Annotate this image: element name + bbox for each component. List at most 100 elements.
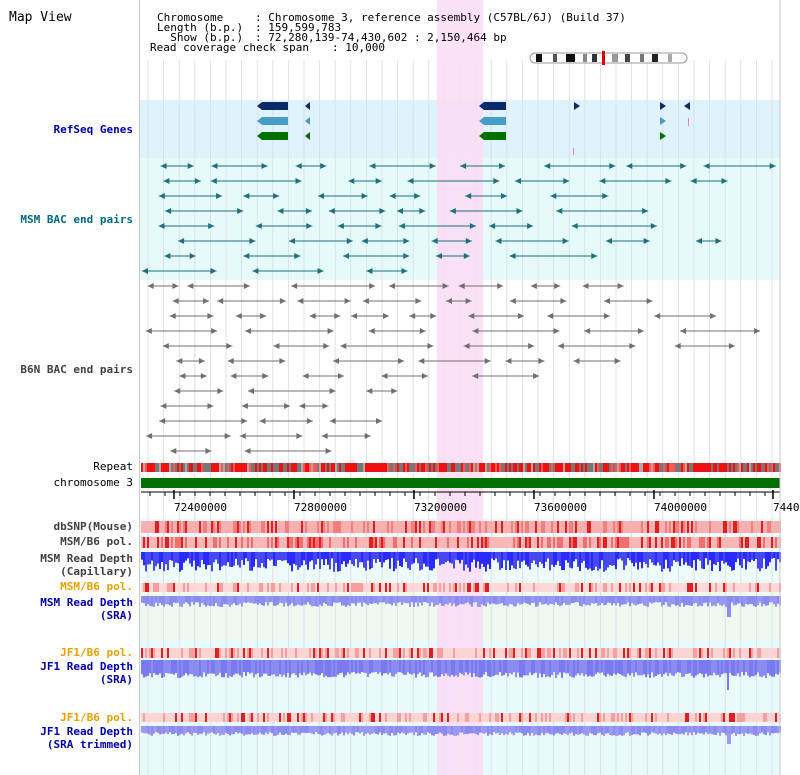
repeat-segment bbox=[747, 463, 749, 472]
pol-cell bbox=[203, 537, 205, 548]
depth-bar bbox=[735, 660, 737, 676]
pol-cell bbox=[613, 537, 615, 548]
pol-cell bbox=[423, 713, 425, 722]
depth-bar bbox=[671, 552, 673, 567]
pol-cell bbox=[547, 648, 549, 658]
pol-cell bbox=[675, 648, 677, 658]
depth-bar bbox=[741, 660, 743, 673]
depth-bar bbox=[355, 660, 357, 674]
pol-cell bbox=[229, 583, 231, 592]
depth-bar bbox=[591, 552, 593, 571]
track-label-msm-b6-pol-1[interactable]: MSM/B6 pol. bbox=[60, 535, 133, 548]
msm-b6-pol-heatmap-1 bbox=[141, 537, 781, 548]
depth-bar bbox=[429, 596, 431, 607]
bac-end-marker bbox=[361, 238, 368, 244]
depth-bar bbox=[169, 596, 171, 606]
pol-cell bbox=[657, 713, 659, 722]
pol-cell bbox=[347, 537, 349, 548]
depth-bar bbox=[489, 660, 491, 677]
track-label-jf1-read-depth-sra[interactable]: JF1 Read Depth bbox=[40, 660, 133, 673]
depth-bar bbox=[405, 726, 407, 735]
depth-bar bbox=[409, 552, 411, 570]
pol-cell bbox=[231, 537, 233, 548]
depth-bar bbox=[259, 552, 261, 568]
pol-cell bbox=[599, 521, 601, 533]
repeat-segment bbox=[151, 463, 153, 472]
pol-cell bbox=[551, 521, 553, 533]
pol-cell bbox=[465, 583, 467, 592]
depth-bar bbox=[497, 596, 499, 605]
pol-cell bbox=[649, 713, 651, 722]
track-label-jf1-read-depth-trimmed[interactable]: JF1 Read Depth bbox=[40, 725, 133, 738]
depth-bar bbox=[715, 660, 717, 676]
track-label-jf1-b6-pol-1[interactable]: JF1/B6 pol. bbox=[60, 646, 133, 659]
bac-end-marker bbox=[217, 298, 224, 304]
pol-cell bbox=[143, 713, 145, 722]
pol-cell bbox=[277, 713, 279, 722]
pol-cell bbox=[183, 537, 185, 548]
track-label-msm-b6-pol-2[interactable]: MSM/B6 pol. bbox=[60, 580, 133, 593]
depth-bar bbox=[609, 660, 611, 676]
pol-cell bbox=[157, 521, 159, 533]
refseq-gene-arrow bbox=[257, 102, 262, 110]
pol-cell bbox=[715, 521, 717, 533]
repeat-segment bbox=[749, 463, 751, 472]
pol-cell bbox=[477, 648, 479, 658]
repeat-segment bbox=[193, 463, 195, 472]
depth-bar bbox=[771, 596, 773, 603]
repeat-segment bbox=[731, 463, 733, 472]
pol-cell bbox=[689, 521, 691, 533]
depth-bar bbox=[403, 596, 405, 603]
track-label-msm-read-depth-sra[interactable]: MSM Read Depth bbox=[40, 596, 133, 609]
depth-bar bbox=[621, 552, 623, 561]
track-label-msm-read-depth-capillary[interactable]: MSM Read Depth bbox=[40, 552, 133, 565]
depth-bar bbox=[267, 660, 269, 676]
pol-cell bbox=[245, 648, 247, 658]
pol-cell bbox=[237, 713, 239, 722]
depth-bar bbox=[221, 552, 223, 567]
pol-cell bbox=[361, 521, 363, 533]
depth-bar bbox=[717, 660, 719, 675]
pol-cell bbox=[189, 583, 191, 592]
pol-cell bbox=[333, 648, 335, 658]
pol-cell bbox=[495, 583, 497, 592]
pol-cell bbox=[577, 583, 579, 592]
track-label-b6n-bac-end-pairs[interactable]: B6N BAC end pairs bbox=[20, 363, 133, 376]
bac-end-marker bbox=[369, 163, 376, 169]
depth-bar bbox=[399, 660, 401, 673]
repeat-segment bbox=[467, 463, 469, 472]
track-label-msm-bac-end-pairs[interactable]: MSM BAC end pairs bbox=[20, 213, 133, 226]
depth-bar bbox=[279, 726, 281, 733]
depth-bar bbox=[239, 660, 241, 676]
pol-cell bbox=[155, 521, 157, 533]
pol-cell bbox=[701, 537, 703, 548]
pol-cell bbox=[589, 521, 591, 533]
pol-cell bbox=[465, 713, 467, 722]
repeat-segment bbox=[709, 463, 711, 472]
pol-cell bbox=[627, 521, 629, 533]
track-label-dbsnp[interactable]: dbSNP(Mouse) bbox=[53, 520, 133, 533]
repeat-segment bbox=[259, 463, 261, 472]
bac-end-marker bbox=[179, 373, 186, 379]
depth-bar bbox=[735, 552, 737, 563]
pol-cell bbox=[663, 648, 665, 658]
pol-cell bbox=[275, 713, 277, 722]
bac-end-marker bbox=[279, 358, 286, 364]
repeat-segment bbox=[585, 463, 587, 472]
pol-cell bbox=[475, 537, 477, 548]
depth-bar bbox=[299, 552, 301, 568]
pol-cell bbox=[723, 583, 725, 592]
pol-cell bbox=[611, 537, 613, 548]
pol-cell bbox=[305, 713, 307, 722]
track-label-chromosome: chromosome 3 bbox=[53, 476, 133, 489]
pol-cell bbox=[611, 648, 613, 658]
bac-end-marker bbox=[295, 163, 302, 169]
track-label-refseq-genes[interactable]: RefSeq Genes bbox=[53, 123, 133, 136]
pol-cell bbox=[497, 537, 499, 548]
track-label-jf1-b6-pol-2[interactable]: JF1/B6 pol. bbox=[60, 711, 133, 724]
bac-end-marker bbox=[430, 313, 437, 319]
depth-bar bbox=[467, 596, 469, 603]
depth-bar bbox=[665, 660, 667, 673]
pol-cell bbox=[765, 583, 767, 592]
depth-bar bbox=[569, 552, 571, 568]
